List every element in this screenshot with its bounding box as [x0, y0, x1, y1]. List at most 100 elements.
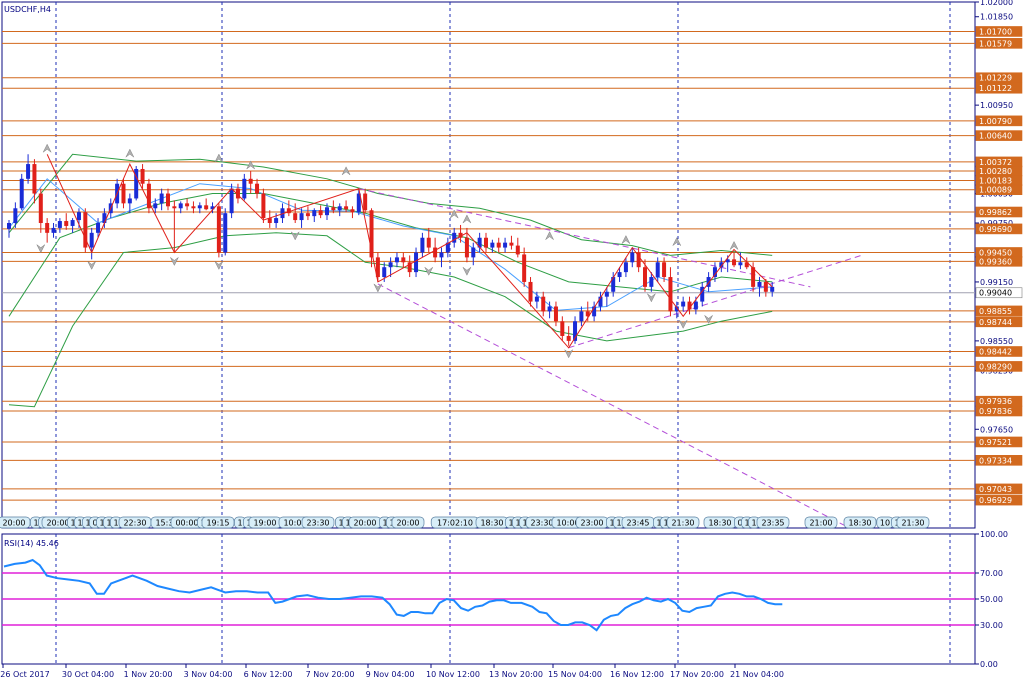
- price-tick-label: 1.02000: [980, 0, 1013, 7]
- bull-candle: [674, 306, 679, 312]
- time-tag: [0, 516, 31, 529]
- level-price-label: 1.01700: [979, 27, 1012, 36]
- bull-candle: [134, 168, 139, 199]
- bear-candle: [566, 335, 571, 341]
- bull-candle: [51, 227, 56, 233]
- bear-candle: [687, 301, 692, 310]
- bear-candle: [204, 205, 209, 210]
- time-tag-label: 22:30: [123, 519, 146, 528]
- level-price-badge: [975, 436, 1023, 448]
- fractal-up-icon: [545, 231, 554, 240]
- bull-candle: [471, 247, 476, 258]
- price-tick-label: 0.99750: [980, 219, 1013, 228]
- bear-candle: [528, 281, 533, 302]
- bull-candle: [394, 257, 399, 263]
- trend-line: [568, 254, 862, 349]
- price-panel[interactable]: 20:001120:00111011122:3015:3000:00119:15…: [0, 1, 976, 529]
- bull-candle: [159, 193, 164, 204]
- bull-candle: [382, 267, 387, 278]
- trend-line: [377, 283, 849, 528]
- price-tick-label: 0.98550: [980, 337, 1013, 346]
- bear-candle: [191, 206, 196, 209]
- bear-candle: [401, 257, 406, 263]
- bull-candle: [573, 321, 578, 341]
- bull-candle: [617, 272, 622, 278]
- fractal-down-icon: [462, 267, 472, 276]
- bear-candle: [166, 193, 170, 207]
- bull-candle: [655, 262, 660, 278]
- price-tick-label: 0.97650: [980, 425, 1013, 434]
- time-tag: [843, 516, 877, 529]
- fractal-up-icon: [214, 153, 224, 163]
- time-tag-label: 1: [338, 519, 343, 528]
- time-tag-label: 23:35: [761, 519, 784, 528]
- time-tag-label: 20:00: [396, 519, 419, 528]
- time-tag-label: 23:30: [306, 519, 329, 528]
- bear-candle: [763, 281, 768, 292]
- fractal-up-icon: [125, 148, 135, 158]
- rsi-panel[interactable]: [1, 533, 976, 665]
- bear-candle: [235, 188, 240, 199]
- bear-candle: [744, 262, 749, 268]
- bear-candle: [553, 306, 558, 322]
- time-tag-label: 10:00: [556, 519, 579, 528]
- fractal-down-icon: [87, 261, 96, 270]
- level-price-badge: [975, 405, 1023, 417]
- time-tag-label: 18:30: [708, 519, 731, 528]
- fractal-up-icon: [246, 160, 255, 170]
- bear-candle: [293, 213, 298, 221]
- time-tag-label: 23:30: [530, 519, 553, 528]
- time-tag-label: 00:00: [175, 519, 198, 528]
- level-price-label: 0.99690: [979, 225, 1012, 234]
- bear-candle: [426, 237, 431, 248]
- fractal-up-icon: [449, 209, 459, 219]
- time-axis-label: 3 Nov 04:00: [184, 670, 233, 679]
- level-price-label: 0.97936: [979, 397, 1012, 406]
- level-price-label: 0.97043: [979, 485, 1012, 494]
- level-price-label: 0.98290: [979, 362, 1012, 371]
- bull-candle: [57, 221, 62, 228]
- bear-candle: [248, 178, 253, 184]
- level-price-badge: [975, 305, 1023, 317]
- time-tag-label: 1: [113, 519, 118, 528]
- bull-candle: [738, 262, 743, 266]
- bull-candle: [490, 242, 495, 248]
- bear-candle: [261, 193, 266, 219]
- level-price-label: 0.98744: [979, 318, 1012, 327]
- bull-candle: [420, 237, 425, 253]
- bull-candle: [19, 178, 24, 209]
- bull-candle: [611, 277, 616, 292]
- level-price-badge: [975, 483, 1023, 495]
- time-tag-label: 10:00: [283, 519, 306, 528]
- level-price-label: 1.00372: [979, 158, 1012, 167]
- level-price-label: 0.96929: [979, 496, 1012, 505]
- bull-candle: [96, 223, 101, 233]
- rsi-tick-label: 0.00: [980, 660, 998, 669]
- bull-candle: [534, 296, 539, 302]
- bear-candle: [185, 203, 190, 207]
- bull-candle: [325, 207, 329, 216]
- time-tag-label: 15:30: [155, 519, 178, 528]
- price-tick-label: 0.99150: [980, 278, 1013, 287]
- bear-candle: [64, 221, 69, 226]
- time-tag-label: 23:45: [626, 519, 649, 528]
- bull-candle: [7, 223, 11, 229]
- level-price-label: 0.99862: [979, 208, 1012, 217]
- time-axis-label: 15 Nov 04:00: [548, 670, 602, 679]
- bull-candle: [242, 178, 247, 199]
- rsi-tick-label: 100.00: [980, 530, 1008, 539]
- time-tag-label: 17:02:10: [437, 519, 473, 528]
- level-price-badge: [975, 206, 1023, 218]
- level-price-label: 0.97836: [979, 407, 1012, 416]
- bull-candle: [26, 164, 31, 179]
- bull-candle: [579, 311, 584, 322]
- bear-candle: [464, 237, 469, 258]
- bull-candle: [719, 262, 724, 268]
- price-tick-label: 1.00950: [980, 101, 1013, 110]
- time-axis-label: 16 Nov 12:00: [610, 670, 664, 679]
- fractal-up-icon: [42, 143, 52, 153]
- bear-candle: [407, 262, 412, 273]
- bull-candle: [337, 206, 342, 211]
